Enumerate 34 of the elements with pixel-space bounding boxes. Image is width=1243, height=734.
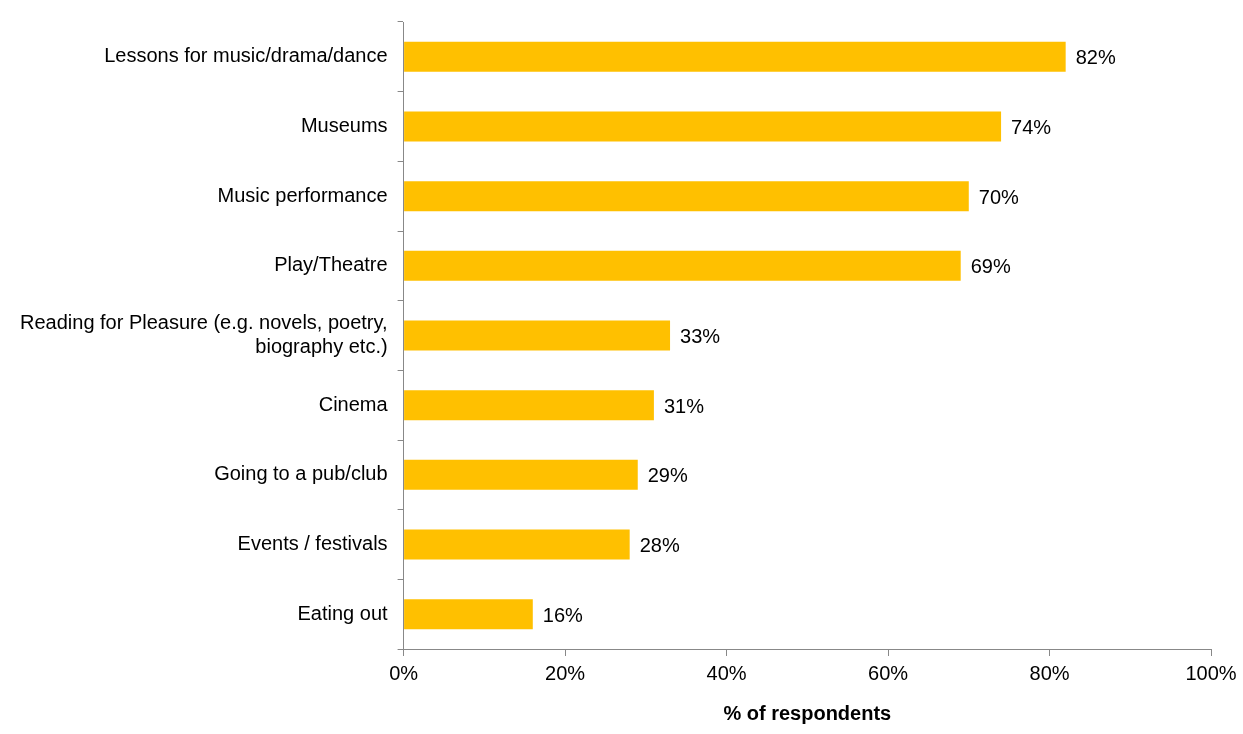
bar [404,529,630,560]
y-tick-label: Going to a pub/club [214,462,388,485]
bar [404,181,969,212]
x-tick-label: 0% [389,661,419,684]
data-label: 70% [978,185,1020,208]
x-tick-label: 60% [868,661,909,684]
bar [404,599,533,630]
data-label: 74% [1011,116,1052,139]
data-label: 28% [639,534,680,557]
data-label: 69% [970,255,1011,278]
bar [404,250,961,281]
data-label: 16% [542,603,584,626]
y-tick-label: Cinema [318,392,389,415]
bar [404,41,1066,72]
x-axis-title: % of respondents [723,701,892,724]
y-tick-label: Lessons for music/drama/dance [104,44,388,67]
data-label: 82% [1075,46,1116,69]
bar [404,111,1002,142]
y-tick-label: Reading for Pleasure (e.g. novels, poetry, biography etc.) [20,311,388,358]
data-label: 29% [647,464,688,487]
bar [404,459,638,490]
data-label: 31% [663,394,705,417]
y-tick-label: Play/Theatre [274,253,388,276]
x-tick-label: 80% [1029,661,1070,684]
x-tick-label: 100% [1185,661,1237,684]
bar [404,320,671,351]
data-label: 33% [680,325,721,348]
bar [404,390,654,421]
x-tick-label: 20% [545,661,586,684]
y-tick-label: Events / festivals [237,532,388,555]
x-tick-label: 40% [706,661,747,684]
y-tick-label: Music performance [217,183,388,206]
y-tick-label: Museums [300,114,388,137]
y-tick-label: Eating out [297,601,389,624]
